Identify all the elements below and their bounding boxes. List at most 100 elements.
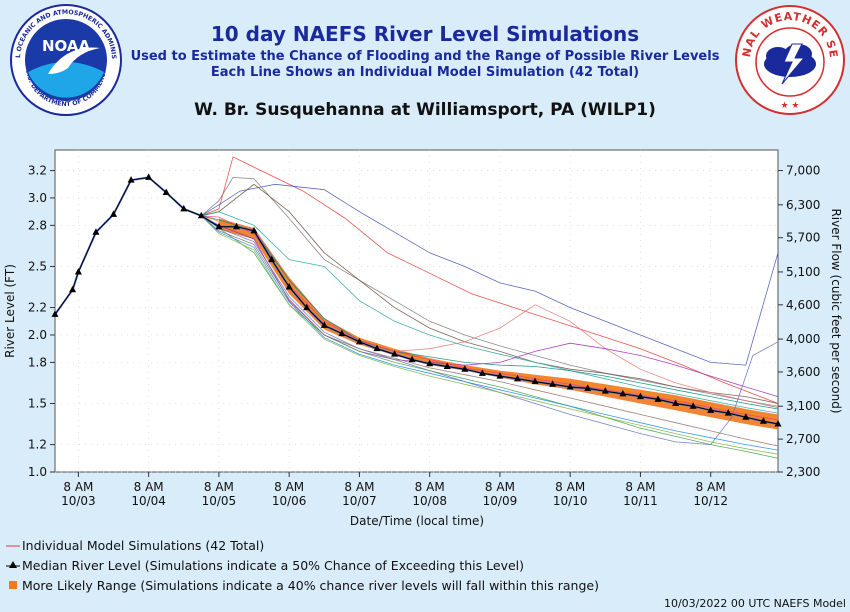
y2-tick-label: 6,300	[786, 198, 820, 212]
x-axis-label: Date/Time (local time)	[350, 514, 484, 528]
median-point	[338, 329, 346, 337]
median-point	[774, 420, 782, 427]
axis-layer: 1.0 1.2 1.5 1.8 2.0 2.2 2.5 2.8 3.0 3.2 2,300 2,700…	[28, 164, 820, 508]
median-point	[461, 365, 469, 372]
median-point	[232, 222, 240, 230]
y-tick-label: 2.5	[28, 259, 47, 273]
median-point	[74, 267, 82, 275]
median-point	[250, 226, 258, 234]
median-point	[707, 406, 715, 413]
x-tick-label-time: 8 AM	[485, 480, 515, 494]
median-point	[654, 395, 662, 402]
x-tick-label-time: 8 AM	[625, 480, 655, 494]
median-point	[549, 380, 557, 387]
page-title: 10 day NAEFS River Level Simulations	[210, 22, 640, 46]
y-tick-label: 3.0	[28, 191, 47, 205]
median-point	[320, 321, 328, 328]
median-point	[672, 399, 680, 406]
median-point	[584, 384, 592, 391]
y-tick-label: 2.8	[28, 218, 47, 232]
median-point	[566, 383, 574, 390]
x-tick-label-date: 10/06	[272, 494, 307, 508]
median-point	[110, 210, 118, 217]
legend-median: Median River Level (Simulations indicate…	[22, 558, 525, 573]
y2-tick-label: 2,700	[786, 432, 820, 446]
median-point	[601, 387, 609, 394]
median-layer	[51, 173, 782, 427]
svg-text:★ ★: ★ ★	[781, 101, 800, 111]
y2-tick-label: 3,100	[786, 399, 820, 413]
y2-tick-label: 5,100	[786, 265, 820, 279]
median-point	[92, 228, 100, 235]
median-point	[355, 337, 363, 345]
median-point	[303, 303, 311, 311]
median-point	[619, 389, 627, 397]
median-point	[51, 310, 59, 317]
x-tick-label-time: 8 AM	[415, 480, 445, 494]
median-point	[478, 369, 486, 376]
median-point	[742, 413, 750, 420]
y2-tick-label: 4,600	[786, 298, 820, 312]
median-point	[215, 222, 223, 230]
y-tick-label: 2.0	[28, 328, 47, 342]
y2-tick-label: 3,600	[786, 365, 820, 379]
median-point	[69, 285, 77, 293]
y-tick-label: 3.2	[28, 164, 47, 178]
y-axis-label: River Level (FT)	[3, 264, 17, 358]
median-point	[373, 344, 381, 352]
x-tick-label-time: 8 AM	[204, 480, 234, 494]
x-tick-label-time: 8 AM	[696, 480, 726, 494]
median-point	[724, 409, 732, 416]
x-tick-label-date: 10/10	[553, 494, 588, 508]
legend-median-triangle	[9, 561, 17, 568]
median-point	[636, 392, 644, 400]
median-point	[531, 377, 539, 385]
y-tick-label: 1.8	[28, 355, 47, 369]
nws-logo: NATIONAL WEATHER SERVICE ★ ★	[734, 4, 845, 115]
legend-individual: Individual Model Simulations (42 Total)	[22, 538, 265, 553]
x-tick-label-time: 8 AM	[274, 480, 304, 494]
median-point	[180, 204, 188, 212]
median-point	[513, 374, 521, 382]
noaa-logo: NATIONAL OCEANIC AND ATMOSPHERIC ADMINIS…	[8, 2, 122, 116]
model-footer: 10/03/2022 00 UTC NAEFS Model	[663, 597, 846, 610]
x-tick-label-time: 8 AM	[344, 480, 374, 494]
x-tick-label-time: 8 AM	[63, 480, 93, 494]
x-tick-label-time: 8 AM	[134, 480, 164, 494]
x-tick-label-date: 10/08	[412, 494, 447, 508]
median-point	[285, 283, 293, 290]
x-tick-label-date: 10/09	[483, 494, 518, 508]
median-point	[197, 211, 205, 219]
median-point	[759, 417, 767, 424]
y-tick-label: 1.5	[28, 396, 47, 410]
median-point	[391, 350, 399, 357]
y-tick-label: 1.2	[28, 438, 47, 452]
x-tick-label-time: 8 AM	[555, 480, 585, 494]
y2-tick-label: 5,700	[786, 231, 820, 245]
median-point	[443, 362, 451, 369]
x-tick-label-date: 10/07	[342, 494, 377, 508]
median-point	[268, 255, 276, 263]
x-tick-label-date: 10/05	[202, 494, 237, 508]
station-name: W. Br. Susquehanna at Williamsport, PA (…	[194, 100, 656, 120]
median-point	[426, 359, 434, 367]
y2-tick-label: 2,300	[786, 465, 820, 479]
y2-axis-label: River Flow (cubic feet per second)	[829, 208, 843, 413]
subtitle-2: Each Line Shows an Individual Model Simu…	[210, 65, 640, 80]
y2-tick-label: 4,000	[786, 332, 820, 346]
legend-range-marker	[9, 581, 17, 589]
y2-tick-label: 7,000	[786, 164, 820, 178]
median-point	[408, 355, 416, 363]
x-tick-label-date: 10/12	[693, 494, 728, 508]
x-tick-label-date: 10/04	[131, 494, 166, 508]
subtitle-1: Used to Estimate the Chance of Flooding …	[130, 49, 720, 64]
median-point	[689, 402, 697, 409]
median-point	[127, 176, 135, 183]
median-point	[496, 372, 504, 379]
x-tick-label-date: 10/11	[623, 494, 658, 508]
grid	[55, 150, 778, 473]
plot-area	[54, 149, 779, 473]
y-tick-label: 1.0	[28, 465, 47, 479]
x-tick-label-date: 10/03	[61, 494, 96, 508]
